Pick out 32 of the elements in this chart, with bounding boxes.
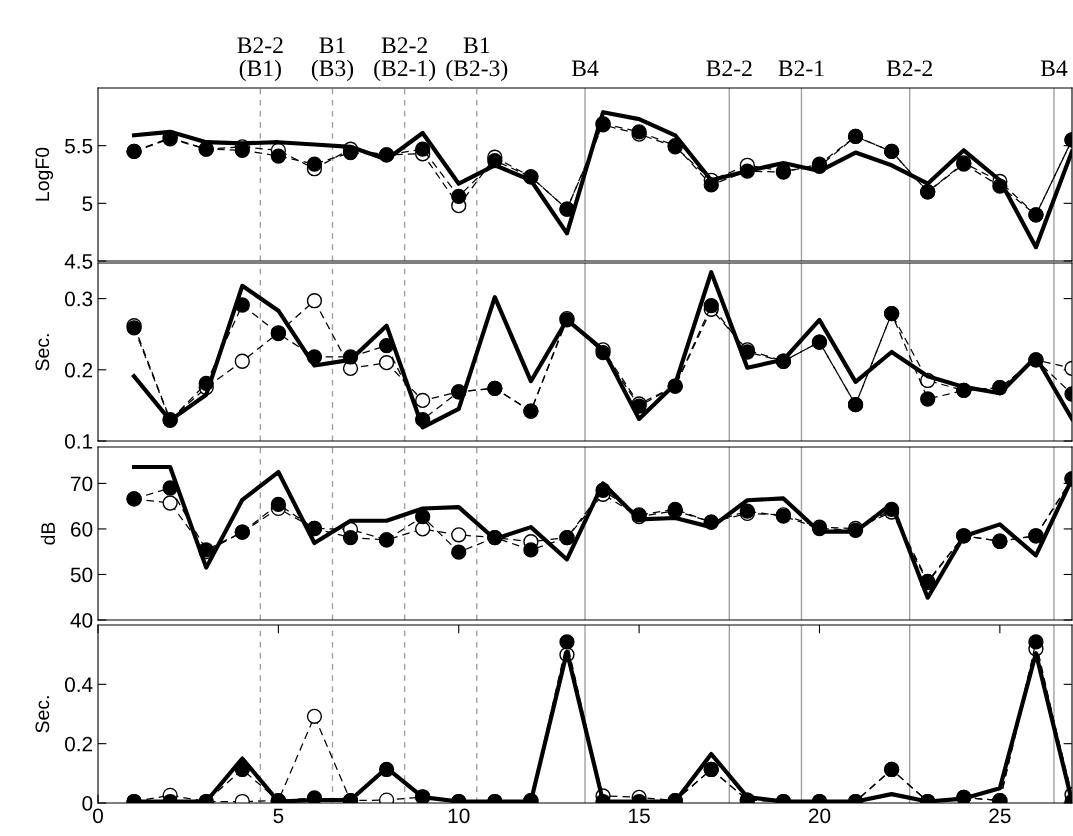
y-tick-label: 50 xyxy=(70,567,93,583)
y-axis-title: dB xyxy=(40,522,56,545)
y-axis-title: Sec. xyxy=(35,334,50,371)
x-tick-label: 0 xyxy=(93,808,103,824)
y-tick-label: 5.5 xyxy=(65,138,93,154)
x-tick-label: 15 xyxy=(629,808,650,824)
y-axis-title: LogF0 xyxy=(35,147,54,201)
y-axis-title: Sec. xyxy=(35,696,50,733)
x-tick-label: 5 xyxy=(273,808,284,824)
x-tick-label: 25 xyxy=(989,808,1011,824)
ref-line-label: B2-1 xyxy=(778,60,824,77)
y-tick-label: 0.1 xyxy=(64,434,93,449)
ref-line-label: B4 xyxy=(571,60,599,77)
y-tick-label: 5 xyxy=(82,196,93,212)
y-tick-label: 70 xyxy=(71,476,93,492)
ref-line-label: B2-2 xyxy=(886,60,932,77)
ref-line-label: B1 (B3) xyxy=(311,37,354,82)
y-tick-label: 0.2 xyxy=(64,736,93,752)
y-tick-label: 60 xyxy=(71,521,93,537)
y-tick-label: 40 xyxy=(70,613,93,628)
ref-line-label: B1 (B2-3) xyxy=(446,37,508,82)
y-tick-label: 0 xyxy=(82,796,93,811)
y-tick-label: 0.3 xyxy=(64,291,93,307)
ref-line-label: B2-2 xyxy=(706,60,752,77)
ref-line-label: B2-2 (B2-1) xyxy=(374,37,436,82)
ref-line-label: B2-2 (B1) xyxy=(237,37,283,82)
x-tick-label: 10 xyxy=(448,808,470,824)
ref-line-label: B4 xyxy=(1040,60,1068,77)
y-tick-label: 0.2 xyxy=(64,362,93,378)
y-tick-label: 0.4 xyxy=(64,677,93,693)
y-tick-label: 4.5 xyxy=(64,254,93,269)
x-tick-label: 20 xyxy=(808,808,831,824)
